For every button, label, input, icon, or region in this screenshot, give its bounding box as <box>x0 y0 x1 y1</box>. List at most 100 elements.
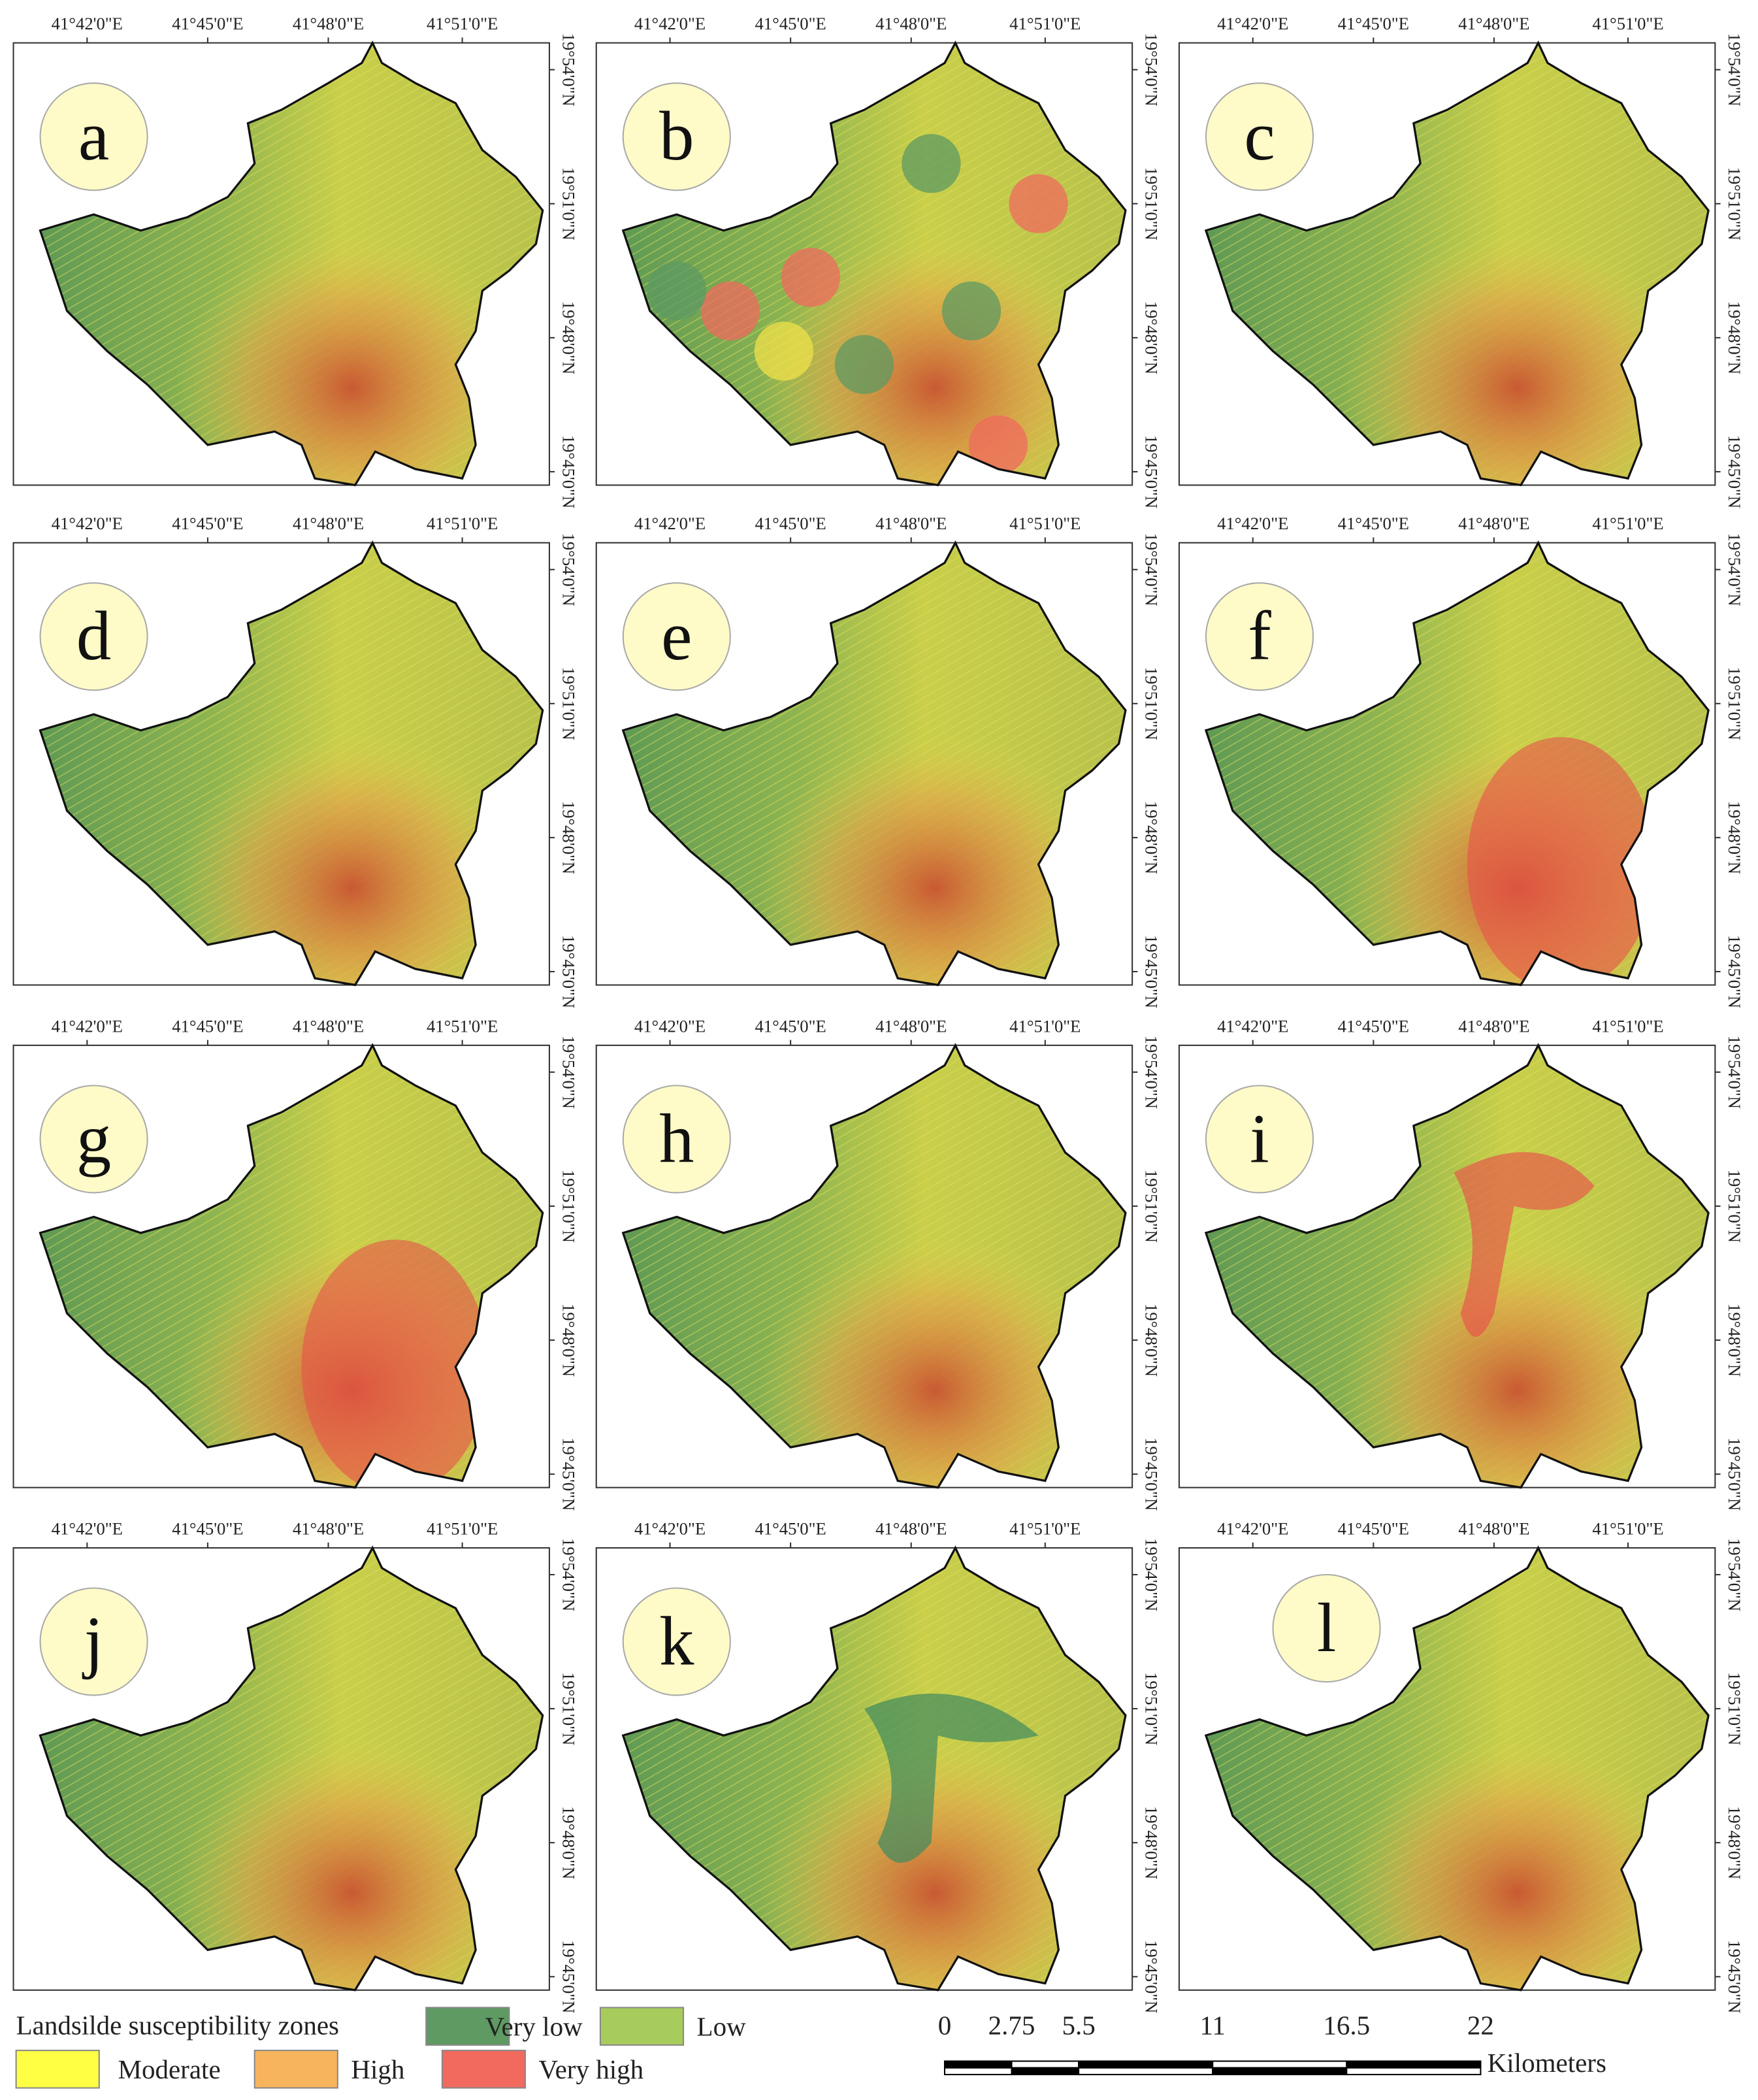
legend-title: Landsilde susceptibility zones <box>16 2010 339 2040</box>
label-circle <box>1205 1085 1314 1194</box>
scale-segment <box>943 2067 1013 2076</box>
latitude-label: 19°45'0"N <box>1725 1940 1744 2013</box>
scale-segment <box>1212 2060 1348 2069</box>
blob <box>700 281 760 340</box>
label-circle <box>39 1085 148 1194</box>
legend-label: Very low <box>485 2012 583 2042</box>
longitude-label: 41°51'0"E <box>1009 14 1081 33</box>
legend-label: Moderate <box>118 2054 221 2084</box>
latitude-label: 19°45'0"N <box>559 1940 578 2013</box>
scale-segment <box>1078 2067 1214 2076</box>
map-panel: 41°42'0"E 41°45'0"E 41°48'0"E 41°51'0"E 19°5… <box>595 1016 1162 1511</box>
scale-segment <box>1346 2067 1482 2076</box>
scale-label: 2.75 <box>988 2010 1035 2040</box>
latitude-label: 19°51'0"N <box>1725 667 1744 740</box>
label-circle <box>622 582 731 691</box>
latitude-label: 19°45'0"N <box>1142 435 1162 508</box>
latitude-label: 19°51'0"N <box>559 1672 578 1745</box>
latitude-label: 19°51'0"N <box>559 667 578 740</box>
panel-letter: a <box>78 98 109 175</box>
scale-label: 22 <box>1467 2010 1494 2040</box>
watershed-hot <box>1205 1045 1709 1488</box>
latitude-label: 19°54'0"N <box>1725 1036 1744 1109</box>
longitude-label: 41°48'0"E <box>293 1518 364 1538</box>
longitude-label: 41°45'0"E <box>1338 1016 1409 1036</box>
longitude-label: 41°51'0"E <box>1592 514 1663 533</box>
watershed <box>623 1547 1126 1990</box>
latitude-label: 19°54'0"N <box>1142 33 1162 107</box>
longitude-label: 41°48'0"E <box>1458 14 1529 33</box>
longitude-label: 41°48'0"E <box>1458 1016 1529 1036</box>
blob <box>781 248 841 307</box>
watershed <box>40 1045 543 1488</box>
latitude-label: 19°45'0"N <box>1142 935 1162 1008</box>
panel-letter: d <box>76 598 111 675</box>
longitude-label: 41°48'0"E <box>293 1016 364 1036</box>
latitude-label: 19°48'0"N <box>1142 1806 1162 1879</box>
label-circle <box>622 82 731 191</box>
map-panel: 41°42'0"E 41°45'0"E 41°48'0"E 41°51'0"E 19°5… <box>595 14 1162 508</box>
latitude-label: 19°45'0"N <box>559 935 578 1008</box>
latitude-label: 19°54'0"N <box>559 533 578 606</box>
watershed <box>623 542 1126 985</box>
map-panel: 41°42'0"E 41°45'0"E 41°48'0"E 41°51'0"E 19°5… <box>1178 14 1744 508</box>
watershed-outline <box>621 1545 1127 1992</box>
zone-overlay <box>301 1239 489 1488</box>
label-circle <box>39 1587 148 1696</box>
label-circle <box>622 1587 731 1696</box>
watershed <box>623 1045 1126 1488</box>
watershed-hot <box>40 42 543 485</box>
latitude-label: 19°48'0"N <box>559 801 578 874</box>
label-circle <box>1205 582 1314 691</box>
latitude-label: 19°54'0"N <box>1142 1036 1162 1109</box>
map-panel: 41°42'0"E 41°45'0"E 41°48'0"E 41°51'0"E 19°5… <box>1178 1016 1744 1511</box>
map-panel: 41°42'0"E 41°45'0"E 41°48'0"E 41°51'0"E 19°5… <box>12 14 578 508</box>
latitude-label: 19°51'0"N <box>1142 167 1162 240</box>
latitude-label: 19°48'0"N <box>1142 301 1162 374</box>
watershed-outline <box>1204 1043 1710 1489</box>
scale-unit: Kilometers <box>1488 2048 1606 2078</box>
longitude-label: 41°48'0"E <box>1458 514 1529 533</box>
blob <box>941 281 1001 340</box>
watershed-hot <box>623 42 1126 485</box>
longitude-label: 41°42'0"E <box>634 1016 706 1036</box>
legend-label: High <box>351 2054 404 2084</box>
longitude-label: 41°51'0"E <box>1592 1518 1663 1538</box>
legend-swatch <box>425 2007 510 2046</box>
longitude-label: 41°42'0"E <box>1217 514 1288 533</box>
label-circle <box>39 582 148 691</box>
longitude-label: 41°51'0"E <box>1009 514 1081 533</box>
longitude-label: 41°42'0"E <box>52 14 123 33</box>
longitude-label: 41°48'0"E <box>875 14 947 33</box>
latitude-label: 19°48'0"N <box>1725 1304 1744 1377</box>
zone-overlay <box>1454 1152 1595 1337</box>
label-circle <box>39 82 148 191</box>
latitude-label: 19°54'0"N <box>559 33 578 107</box>
scale-label: 5.5 <box>1062 2010 1095 2040</box>
scale-segment <box>1346 2060 1482 2069</box>
latitude-label: 19°51'0"N <box>559 167 578 240</box>
longitude-label: 41°51'0"E <box>1009 1016 1081 1036</box>
watershed <box>40 542 543 985</box>
watershed-outline <box>39 1043 544 1489</box>
watershed <box>40 1547 543 1990</box>
watershed-hot <box>623 542 1126 985</box>
watershed <box>1205 542 1709 985</box>
blob <box>902 134 961 193</box>
longitude-label: 41°45'0"E <box>172 514 243 533</box>
watershed-outline <box>621 40 1127 487</box>
legend-swatch <box>441 2050 527 2089</box>
watershed-outline <box>621 540 1127 987</box>
latitude-label: 19°54'0"N <box>1725 533 1744 606</box>
map-panel: 41°42'0"E 41°45'0"E 41°48'0"E 41°51'0"E 19°5… <box>1178 514 1744 1008</box>
latitude-label: 19°51'0"N <box>1142 1170 1162 1243</box>
latitude-label: 19°51'0"N <box>559 1170 578 1243</box>
panel-letter: f <box>1248 598 1271 675</box>
scale-segment <box>1212 2067 1348 2076</box>
scale-segment <box>943 2060 1013 2069</box>
longitude-label: 41°48'0"E <box>293 514 364 533</box>
latitude-label: 19°45'0"N <box>1725 1437 1744 1511</box>
blob <box>968 415 1028 475</box>
scale-segment <box>1011 2067 1080 2076</box>
